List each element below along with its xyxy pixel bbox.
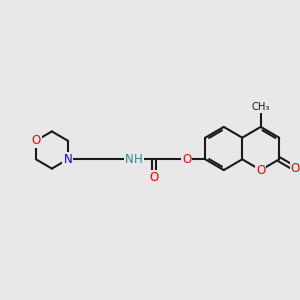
Text: O: O [256, 164, 265, 177]
Text: N: N [63, 153, 72, 166]
Text: O: O [182, 153, 191, 166]
Text: N: N [125, 153, 134, 166]
Text: O: O [290, 162, 300, 175]
Text: O: O [149, 171, 158, 184]
Text: H: H [134, 153, 143, 166]
Text: O: O [31, 134, 40, 147]
Text: CH₃: CH₃ [251, 102, 270, 112]
